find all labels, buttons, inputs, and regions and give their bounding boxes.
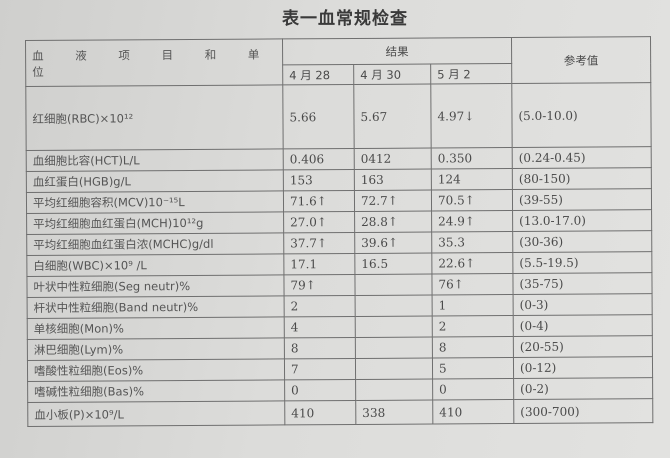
reference-cell: (0-4) bbox=[513, 314, 653, 337]
result-cell: 2 bbox=[284, 295, 356, 317]
row-label: 嗜酸性粒细胞(Eos)% bbox=[27, 358, 285, 382]
reference-cell: (30-36) bbox=[512, 230, 652, 253]
row-label: 平均红细胞血红蛋白浓(MCHC)g/dl bbox=[26, 232, 284, 256]
result-cell: 28.8↑ bbox=[354, 211, 432, 233]
row-label: 白细胞(WBC)×10⁹ /L bbox=[26, 253, 284, 277]
row-label: 平均红细胞血红蛋白(MCH)10¹²g bbox=[26, 211, 284, 235]
result-cell: 0.350 bbox=[431, 147, 513, 170]
result-cell bbox=[355, 358, 433, 380]
result-cell: 17.1 bbox=[283, 253, 355, 275]
result-cell bbox=[354, 274, 433, 296]
result-cell: 0412 bbox=[354, 148, 432, 170]
result-cell: 4.97↓ bbox=[430, 83, 513, 149]
result-cell: 4 bbox=[284, 316, 356, 338]
result-cell: 37.7↑ bbox=[283, 232, 355, 254]
reference-cell: (0.24-0.45) bbox=[512, 146, 652, 169]
result-cell: 0 bbox=[432, 378, 514, 401]
reference-cell: (5.5-19.5) bbox=[512, 251, 652, 274]
result-cell: 410 bbox=[432, 399, 514, 425]
reference-cell: (13.0-17.0) bbox=[512, 209, 652, 232]
row-label: 血红蛋白(HGB)g/L bbox=[26, 169, 284, 193]
row-label: 淋巴细胞(Lym)% bbox=[27, 337, 285, 361]
result-cell: 5.67 bbox=[353, 84, 432, 149]
result-cell: 338 bbox=[355, 400, 433, 425]
result-cell: 39.6↑ bbox=[354, 232, 432, 254]
result-cell: 16.5 bbox=[354, 253, 432, 275]
date-header: 4 月 28 bbox=[282, 64, 354, 85]
result-cell: 8 bbox=[284, 337, 356, 359]
result-cell: 163 bbox=[354, 169, 432, 191]
result-cell: 0 bbox=[284, 379, 356, 401]
result-cell: 410 bbox=[284, 400, 356, 425]
result-cell: 2 bbox=[432, 315, 514, 338]
result-cell bbox=[355, 379, 433, 401]
reference-cell: (20-55) bbox=[513, 335, 653, 358]
result-cell: 70.5↑ bbox=[431, 189, 513, 212]
result-cell: 5.66 bbox=[282, 84, 355, 149]
row-label: 平均红细胞容积(MCV)10⁻¹⁵L bbox=[26, 190, 284, 214]
blood-test-table: 血 液 项 目 和 单 位 结果 参考值 4 月 28 4 月 30 5 月 2… bbox=[25, 36, 653, 427]
table-title: 表一血常规检查 bbox=[282, 9, 408, 29]
table-row: 红细胞(RBC)×10¹² 5.66 5.67 4.97↓ (5.0-10.0) bbox=[25, 82, 652, 151]
reference-cell: (80-150) bbox=[512, 167, 652, 190]
result-cell: 124 bbox=[431, 168, 513, 191]
reference-cell: (5.0-10.0) bbox=[511, 82, 652, 148]
result-cell: 1 bbox=[432, 294, 514, 317]
reference-cell: (39-55) bbox=[512, 188, 652, 211]
result-cell bbox=[355, 295, 433, 317]
reference-cell: (0-12) bbox=[513, 356, 653, 379]
result-cell: 0.406 bbox=[283, 148, 355, 170]
result-cell: 27.0↑ bbox=[283, 211, 355, 233]
result-cell: 8 bbox=[432, 336, 514, 359]
date-header: 5 月 2 bbox=[430, 63, 512, 85]
item-header: 血 液 项 目 和 单 位 bbox=[25, 38, 283, 87]
results-header: 结果 bbox=[282, 37, 512, 65]
row-label: 单核细胞(Mon)% bbox=[27, 316, 285, 340]
result-cell: 72.7↑ bbox=[354, 190, 432, 212]
result-cell: 76↑ bbox=[431, 273, 514, 296]
result-cell: 7 bbox=[284, 358, 356, 380]
row-label: 红细胞(RBC)×10¹² bbox=[25, 84, 284, 151]
result-cell: 71.6↑ bbox=[283, 190, 355, 212]
row-label: 血细胞比容(HCT)L/L bbox=[26, 148, 284, 172]
date-header: 4 月 30 bbox=[353, 64, 431, 85]
table-row: 血小板(P)×10⁹/L 410 338 410 (300-700) bbox=[27, 398, 653, 427]
row-label: 叶状中性粒细胞(Seg neutr)% bbox=[26, 274, 285, 298]
result-cell: 79↑ bbox=[283, 274, 356, 296]
reference-header: 参考值 bbox=[511, 36, 651, 84]
reference-cell: (300-700) bbox=[513, 398, 653, 424]
row-label: 血小板(P)×10⁹/L bbox=[27, 400, 285, 427]
reference-cell: (35-75) bbox=[512, 272, 653, 295]
result-cell: 153 bbox=[283, 169, 355, 191]
row-label: 嗜碱性粒细胞(Bas)% bbox=[27, 379, 285, 403]
row-label: 杆状中性粒细胞(Band neutr)% bbox=[27, 295, 285, 319]
result-cell: 22.6↑ bbox=[431, 252, 513, 275]
result-cell: 24.9↑ bbox=[431, 210, 513, 233]
reference-cell: (0-3) bbox=[513, 293, 653, 316]
reference-cell: (0-2) bbox=[513, 377, 653, 400]
result-cell bbox=[355, 316, 433, 338]
result-cell: 35.3 bbox=[431, 231, 513, 254]
result-cell bbox=[355, 337, 433, 359]
result-cell: 5 bbox=[432, 357, 514, 380]
header-row: 血 液 项 目 和 单 位 结果 参考值 bbox=[25, 36, 651, 87]
